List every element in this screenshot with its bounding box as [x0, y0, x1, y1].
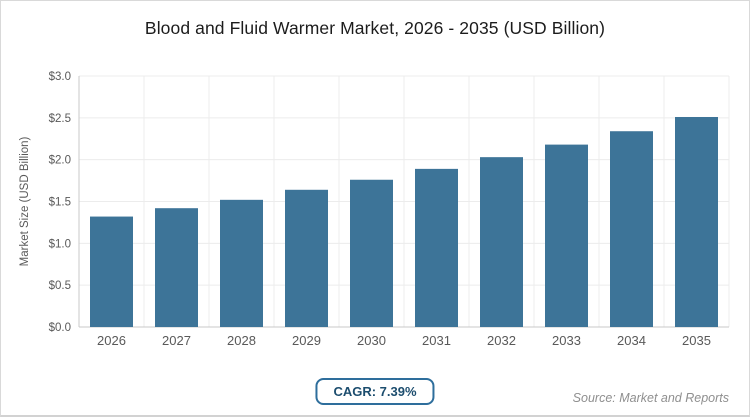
y-tick-label: $2.0: [49, 155, 71, 167]
bar-2028: [220, 199, 263, 327]
x-tick-label: 2035: [682, 333, 711, 348]
cagr-badge: CAGR: 7.39%: [315, 378, 435, 405]
y-tick-label: $0.0: [49, 322, 71, 334]
chart-title: Blood and Fluid Warmer Market, 2026 - 20…: [144, 18, 606, 38]
bar-2034: [610, 131, 653, 327]
y-tick-label: $2.5: [49, 113, 71, 125]
source-text: Source: Market and Reports: [572, 391, 729, 405]
bar-2029: [285, 189, 328, 327]
bar-2026: [90, 216, 133, 327]
bar-chart: $0.0 $0.5 $1.0 $1.5 $2.0 $2.5 $3.0 2026 2027 2028…: [19, 71, 730, 348]
x-tick-label: 2028: [227, 333, 256, 348]
bar-2033: [545, 144, 588, 327]
y-tick-label: $1.5: [49, 197, 71, 209]
bar-2032: [480, 157, 523, 327]
x-tick-label: 2030: [357, 333, 386, 348]
x-tick-label: 2027: [162, 333, 191, 348]
bar-2027: [155, 208, 198, 327]
x-tick-label: 2032: [487, 333, 516, 348]
bar-2035: [675, 116, 718, 327]
y-tick-label: $0.5: [49, 280, 71, 292]
y-tick-label: $1.0: [49, 238, 71, 250]
x-tick-label: 2034: [617, 333, 646, 348]
x-tick-label: 2029: [292, 333, 321, 348]
x-tick-label: 2026: [97, 333, 126, 348]
x-tick-label: 2031: [422, 333, 451, 348]
cagr-badge-label: CAGR: 7.39%: [333, 384, 417, 399]
x-tick-label: 2033: [552, 333, 581, 348]
bar-2030: [350, 179, 393, 327]
y-tick-label: $3.0: [49, 71, 71, 83]
bar-2031: [415, 168, 458, 327]
y-axis-title: Market Size (USD Billion): [19, 136, 31, 266]
